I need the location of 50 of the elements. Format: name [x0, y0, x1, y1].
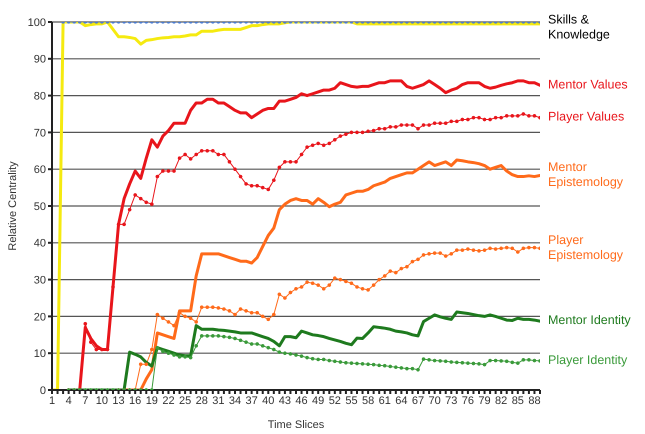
x-tick-label: 22	[162, 394, 175, 407]
y-tick-label: 100	[28, 16, 46, 29]
series-label: Player Values	[548, 110, 624, 124]
annotation: Skills & Knowledge	[548, 12, 610, 42]
series-label: Player Identity	[548, 353, 628, 368]
x-tick-label: 28	[196, 394, 208, 407]
x-tick-label: 64	[395, 394, 408, 407]
x-tick-label: 40	[262, 394, 274, 407]
x-tick-label: 79	[478, 394, 491, 407]
series-label: Mentor Identity	[548, 313, 632, 328]
x-tick-label: 67	[412, 394, 424, 407]
y-axis-title: Relative Centrality	[6, 160, 19, 251]
y-tick-label: 10	[34, 348, 46, 360]
x-tick-label: 19	[146, 394, 158, 407]
x-tick-label: 46	[295, 394, 308, 407]
x-tick-label: 31	[212, 394, 224, 407]
y-tick-label: 40	[34, 238, 46, 250]
x-tick-label: 34	[228, 394, 242, 407]
y-tick-label: 0	[40, 384, 46, 397]
x-tick-label: 58	[362, 394, 374, 407]
y-tick-label: 70	[34, 127, 46, 140]
y-tick-label: 20	[34, 311, 46, 324]
x-tick-label: 52	[328, 394, 341, 407]
series-label: Mentor Values	[548, 78, 628, 92]
x-tick-label: 55	[345, 394, 358, 407]
x-tick-label: 76	[462, 394, 474, 407]
y-tick-label: 30	[34, 274, 46, 287]
x-tick-label: 85	[512, 394, 524, 407]
x-tick-label: 61	[378, 394, 391, 407]
y-tick-label: 90	[34, 54, 46, 66]
x-tick-label: 37	[246, 394, 258, 407]
x-tick-label: 7	[82, 394, 88, 407]
x-tick-label: 49	[312, 394, 324, 407]
y-tick-label: 60	[34, 164, 46, 176]
y-tick-label: 80	[34, 90, 46, 103]
x-tick-label: 10	[96, 394, 108, 407]
x-tick-label: 70	[428, 394, 441, 407]
x-axis-title: Time Slices	[268, 419, 325, 431]
x-tick-label: 1	[48, 394, 56, 407]
y-tick-label: 50	[34, 200, 46, 213]
x-tick-label: 82	[495, 394, 508, 407]
x-tick-label: 25	[178, 394, 192, 407]
x-tick-label: 16	[129, 394, 142, 407]
series-label: Player Epistemology	[548, 233, 624, 262]
x-tick-label: 4	[66, 394, 72, 407]
series-label: Mentor Epistemology	[548, 160, 624, 190]
x-tick-label: 13	[112, 394, 125, 407]
x-tick-label: 88	[528, 394, 541, 407]
x-tick-label: 73	[445, 394, 458, 407]
x-tick-label: 43	[278, 394, 292, 407]
